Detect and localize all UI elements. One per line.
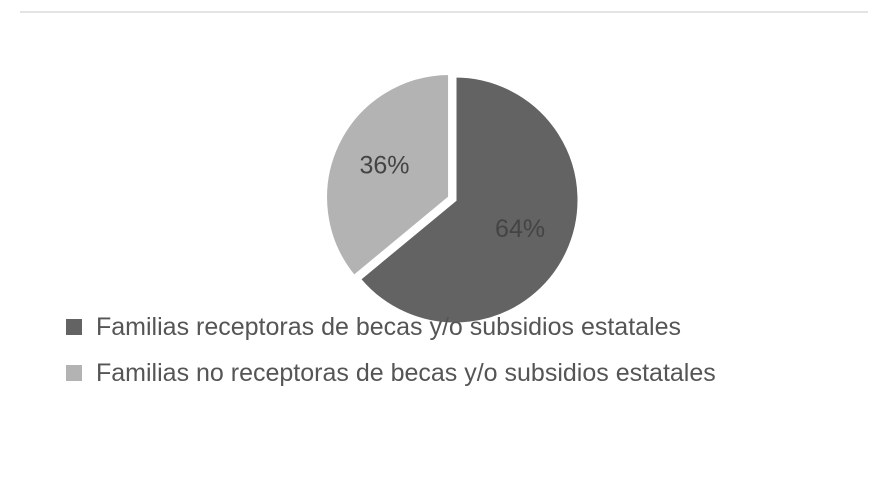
legend-swatch bbox=[66, 319, 82, 335]
legend-item: Familias receptoras de becas y/o subsidi… bbox=[66, 306, 786, 348]
legend-item: Familias no receptoras de becas y/o subs… bbox=[66, 352, 786, 394]
data-label: 36% bbox=[359, 151, 409, 179]
pie-slice bbox=[324, 71, 452, 279]
legend-label: Familias no receptoras de becas y/o subs… bbox=[96, 359, 716, 387]
data-label: 64% bbox=[495, 215, 545, 243]
pie-slice bbox=[357, 74, 581, 326]
legend: Familias receptoras de becas y/o subsidi… bbox=[66, 306, 786, 398]
legend-swatch bbox=[66, 365, 82, 381]
legend-label: Familias receptoras de becas y/o subsidi… bbox=[96, 313, 682, 341]
